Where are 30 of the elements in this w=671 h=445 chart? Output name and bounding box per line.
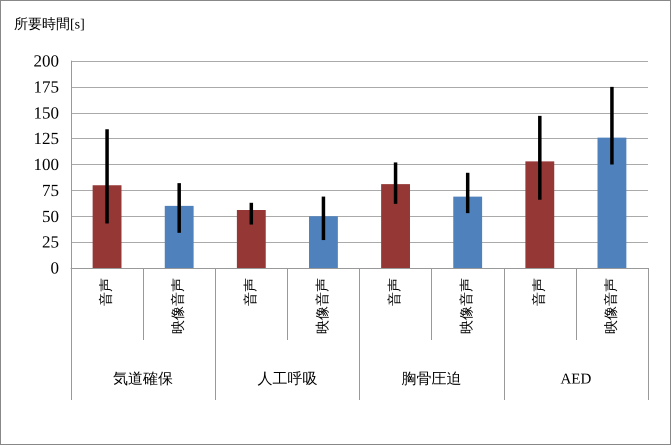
y-tick-label: 125 [34, 129, 59, 148]
y-tick-label: 200 [34, 52, 59, 70]
bar [309, 216, 338, 268]
x-tick-label: 音声 [531, 278, 548, 306]
y-tick-label: 25 [42, 232, 59, 252]
text: 胸骨圧迫 [402, 370, 462, 388]
x-tick-label: 映像音声 [314, 278, 331, 334]
bar [164, 206, 194, 268]
bar [92, 185, 122, 268]
bar [525, 161, 554, 268]
text: 気道確保 [113, 370, 174, 388]
y-tick-label: 150 [34, 103, 59, 122]
x-tick-label: 映像音声 [170, 278, 187, 334]
bar [453, 196, 482, 268]
y-tick-label: 75 [42, 180, 59, 200]
y-tick-label: 0 [50, 258, 59, 278]
bar [236, 210, 266, 268]
text: AED [560, 372, 592, 388]
bar [381, 184, 410, 268]
x-tick-label: 映像音声 [603, 278, 620, 334]
x-tick-label: 音声 [387, 278, 404, 306]
y-tick-label: 100 [34, 155, 59, 174]
x-tick-label: 映像音声 [459, 278, 476, 334]
y-axis-title: 所要時間[s] [14, 16, 85, 32]
bar [598, 138, 626, 268]
text: 人工呼吸 [257, 370, 318, 388]
x-tick-label: 音声 [242, 278, 259, 306]
y-tick-label: 50 [42, 206, 59, 226]
x-tick-label: 音声 [98, 278, 115, 306]
y-tick-label: 175 [34, 77, 59, 96]
